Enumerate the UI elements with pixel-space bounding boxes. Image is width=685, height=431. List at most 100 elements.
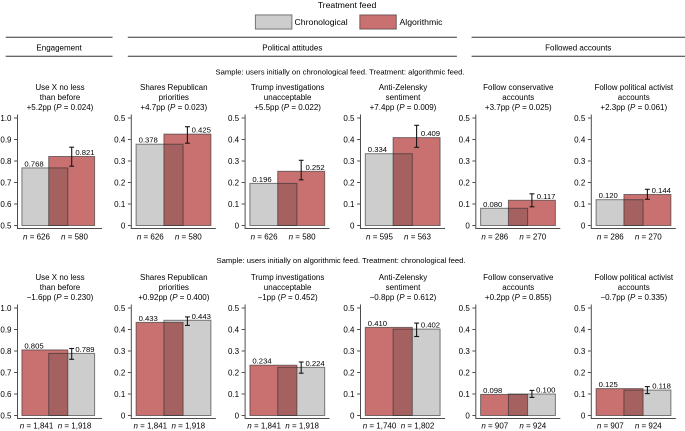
svg-text:n = 580: n = 580 (175, 232, 202, 241)
svg-text:0.2: 0.2 (114, 368, 126, 377)
svg-text:−1pp (P = 0.452): −1pp (P = 0.452) (258, 293, 318, 302)
svg-text:0.5: 0.5 (0, 411, 12, 420)
svg-text:Sample: users initially on chr: Sample: users initially on chronological… (215, 67, 464, 76)
svg-text:Use X no less: Use X no less (35, 83, 84, 92)
svg-text:0.334: 0.334 (368, 145, 388, 154)
svg-text:0.9: 0.9 (0, 135, 12, 144)
svg-text:0.4: 0.4 (459, 325, 471, 334)
svg-text:0.4: 0.4 (228, 135, 240, 144)
svg-text:0.5: 0.5 (574, 114, 586, 123)
svg-text:0: 0 (121, 411, 126, 420)
svg-text:0.1: 0.1 (459, 200, 471, 209)
svg-text:Trump investigations: Trump investigations (251, 83, 325, 92)
svg-text:Follow conservative: Follow conservative (483, 273, 554, 282)
svg-text:0.3: 0.3 (228, 157, 240, 166)
svg-text:0.5: 0.5 (114, 304, 126, 313)
svg-text:Algorithmic: Algorithmic (400, 17, 444, 27)
svg-text:0: 0 (235, 411, 240, 420)
svg-text:1.0: 1.0 (0, 114, 12, 123)
svg-text:0.2: 0.2 (343, 178, 355, 187)
svg-text:accounts: accounts (618, 283, 650, 292)
svg-text:0: 0 (121, 221, 126, 230)
svg-text:Sample: users initially on alg: Sample: users initially on algorithmic f… (216, 256, 465, 265)
svg-text:0.402: 0.402 (421, 321, 440, 330)
svg-text:Engagement: Engagement (36, 44, 82, 53)
svg-text:0.3: 0.3 (114, 347, 126, 356)
svg-text:n = 1,802: n = 1,802 (401, 422, 435, 431)
svg-text:0: 0 (350, 411, 355, 420)
svg-text:0: 0 (465, 411, 470, 420)
svg-text:n = 626: n = 626 (137, 232, 164, 241)
svg-text:0.378: 0.378 (139, 136, 158, 145)
svg-text:n = 1,841: n = 1,841 (247, 422, 281, 431)
svg-text:0.4: 0.4 (343, 325, 355, 334)
svg-text:0.2: 0.2 (228, 368, 240, 377)
svg-text:0.3: 0.3 (228, 347, 240, 356)
svg-text:0.120: 0.120 (599, 191, 618, 200)
svg-text:n = 1,740: n = 1,740 (363, 422, 397, 431)
svg-text:0.410: 0.410 (368, 319, 387, 328)
svg-text:0.1: 0.1 (459, 390, 471, 399)
svg-text:0.5: 0.5 (343, 304, 355, 313)
svg-text:accounts: accounts (618, 93, 650, 102)
svg-text:0.4: 0.4 (574, 325, 586, 334)
svg-text:0.805: 0.805 (24, 341, 43, 350)
svg-text:0.425: 0.425 (192, 126, 211, 135)
svg-text:n = 924: n = 924 (519, 422, 546, 431)
svg-text:0.409: 0.409 (421, 129, 440, 138)
svg-text:0.4: 0.4 (574, 135, 586, 144)
svg-text:0.2: 0.2 (459, 368, 471, 377)
svg-text:+3.7pp (P = 0.025): +3.7pp (P = 0.025) (485, 103, 552, 112)
svg-text:0.5: 0.5 (0, 221, 12, 230)
svg-text:0.2: 0.2 (228, 178, 240, 187)
svg-text:0.8: 0.8 (0, 347, 12, 356)
svg-text:0: 0 (235, 221, 240, 230)
svg-text:0.821: 0.821 (75, 148, 94, 157)
svg-text:Anti-Zelensky: Anti-Zelensky (379, 83, 427, 92)
svg-text:accounts: accounts (502, 283, 534, 292)
svg-text:priorities: priorities (159, 93, 189, 102)
svg-text:Chronological: Chronological (295, 17, 348, 27)
svg-text:0.3: 0.3 (343, 347, 355, 356)
svg-text:0: 0 (581, 411, 586, 420)
svg-text:0.125: 0.125 (599, 380, 618, 389)
svg-text:−0.8pp (P = 0.612): −0.8pp (P = 0.612) (370, 293, 437, 302)
svg-text:0.5: 0.5 (459, 304, 471, 313)
svg-text:0.2: 0.2 (459, 178, 471, 187)
svg-text:+2.3pp (P = 0.061): +2.3pp (P = 0.061) (600, 103, 667, 112)
svg-text:Follow conservative: Follow conservative (483, 83, 554, 92)
svg-text:0.8: 0.8 (0, 157, 12, 166)
svg-text:n = 1,841: n = 1,841 (134, 422, 168, 431)
svg-text:0.768: 0.768 (24, 159, 43, 168)
svg-text:0.443: 0.443 (192, 312, 211, 321)
svg-text:0.6: 0.6 (0, 200, 12, 209)
svg-text:0.252: 0.252 (305, 163, 324, 172)
svg-text:0.2: 0.2 (574, 368, 586, 377)
svg-text:n = 907: n = 907 (597, 422, 624, 431)
svg-text:0.6: 0.6 (0, 390, 12, 399)
svg-text:n = 270: n = 270 (519, 232, 546, 241)
svg-text:0.1: 0.1 (228, 390, 240, 399)
svg-text:unacceptable: unacceptable (264, 93, 312, 102)
svg-text:unacceptable: unacceptable (264, 283, 312, 292)
svg-text:n = 907: n = 907 (481, 422, 508, 431)
svg-text:0.2: 0.2 (343, 368, 355, 377)
svg-text:0.9: 0.9 (0, 325, 12, 334)
svg-text:0.3: 0.3 (459, 347, 471, 356)
svg-text:−1.6pp (P = 0.230): −1.6pp (P = 0.230) (27, 293, 94, 302)
svg-text:Trump investigations: Trump investigations (251, 273, 325, 282)
svg-text:0.2: 0.2 (114, 178, 126, 187)
svg-text:Treatment feed: Treatment feed (318, 0, 377, 10)
svg-text:n = 924: n = 924 (635, 422, 662, 431)
svg-text:0.117: 0.117 (537, 192, 556, 201)
svg-text:n = 580: n = 580 (61, 232, 88, 241)
svg-text:than before: than before (40, 93, 81, 102)
svg-text:0.098: 0.098 (483, 386, 502, 395)
svg-text:n = 595: n = 595 (366, 232, 393, 241)
svg-text:n = 626: n = 626 (251, 232, 278, 241)
svg-text:n = 286: n = 286 (597, 232, 624, 241)
svg-text:+4.7pp (P = 0.023): +4.7pp (P = 0.023) (140, 103, 207, 112)
svg-text:Follow political activist: Follow political activist (594, 83, 673, 92)
svg-text:Followed accounts: Followed accounts (545, 44, 611, 53)
svg-text:0.5: 0.5 (459, 114, 471, 123)
